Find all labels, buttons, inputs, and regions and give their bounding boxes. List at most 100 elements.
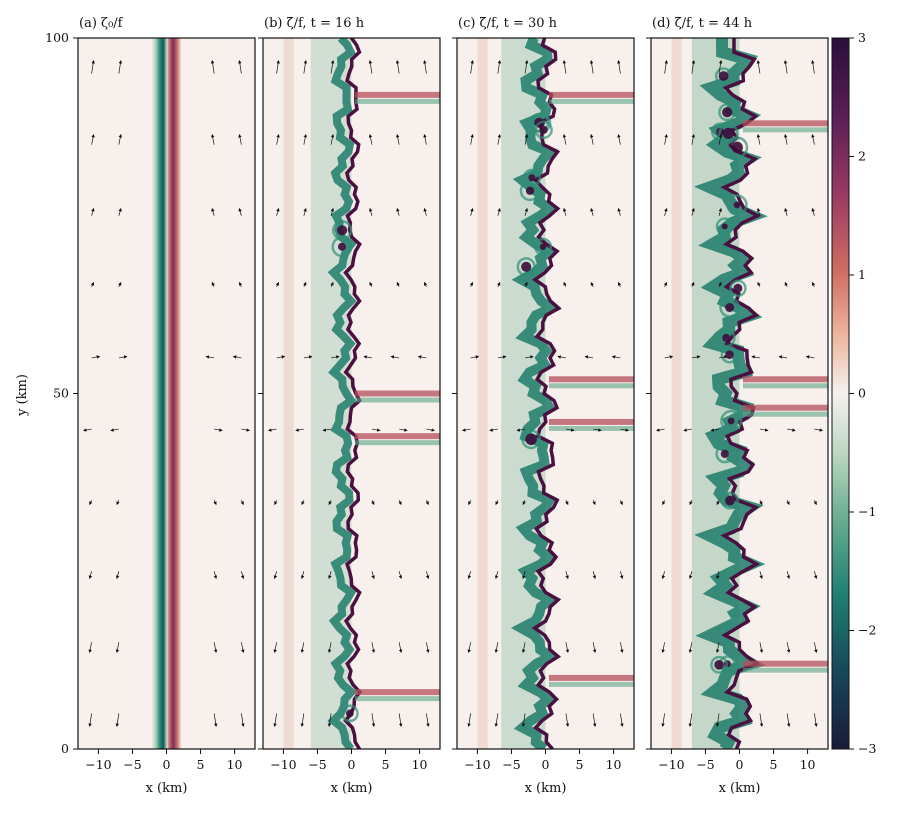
velocity-arrow [363, 355, 372, 359]
eddy-ring [534, 120, 553, 140]
velocity-arrow [423, 59, 427, 74]
velocity-arrow [786, 713, 791, 728]
velocity-arrow [620, 713, 624, 728]
velocity-arrow [683, 428, 692, 432]
velocity-arrow [688, 642, 693, 654]
velocity-arrow [300, 642, 305, 654]
velocity-arrow [563, 281, 567, 287]
eddy-ring [729, 279, 747, 298]
velocity-arrow [521, 713, 526, 728]
velocity-arrow [213, 500, 217, 506]
velocity-arrow [617, 207, 621, 216]
velocity-arrow [565, 571, 569, 580]
velocity-arrow [368, 59, 373, 74]
colorbar-tick-label: 0 [858, 386, 866, 401]
velocity-arrow [303, 207, 307, 216]
front-band [151, 38, 182, 749]
eddy-ring [521, 429, 542, 450]
velocity-arrow [617, 133, 621, 145]
velocity-arrow [469, 281, 474, 287]
vorticity-field [462, 38, 634, 749]
filament-negative [354, 397, 440, 403]
velocity-arrow [417, 355, 427, 359]
velocity-arrow [759, 713, 764, 728]
velocity-arrow [719, 355, 728, 359]
eddy [733, 283, 743, 293]
velocity-arrow [467, 642, 471, 654]
velocity-arrow [328, 571, 332, 580]
velocity-arrow [811, 207, 815, 216]
velocity-arrow [238, 207, 242, 216]
velocity-arrow [462, 428, 471, 432]
velocity-arrow [718, 59, 723, 74]
velocity-arrow [300, 713, 305, 728]
filament-positive [354, 433, 440, 440]
x-tick-label: −5 [502, 757, 520, 772]
x-tick-label: 5 [382, 757, 390, 772]
positive-vorticity-band [720, 38, 762, 749]
velocity-arrow [565, 428, 575, 432]
velocity-arrow [759, 428, 769, 432]
velocity-arrow [467, 571, 472, 580]
x-tick-label: 0 [348, 757, 356, 772]
velocity-arrow [467, 713, 471, 728]
eddy-ring [726, 194, 748, 216]
velocity-arrow [786, 500, 790, 506]
eddy-ring [522, 168, 542, 187]
velocity-arrow [331, 355, 340, 359]
negative-vorticity-band [327, 38, 358, 749]
x-tick-label: −5 [308, 757, 326, 772]
x-tick-label: 5 [770, 757, 778, 772]
filament-positive [548, 674, 634, 681]
filament-negative [548, 681, 634, 687]
velocity-arrow [691, 207, 695, 216]
velocity-arrow [620, 642, 624, 654]
panel-4: (d) ζ̄/f, t = 44 h −10 −5 0 5 10 x (km) [646, 16, 829, 796]
velocity-arrow [787, 428, 796, 432]
velocity-arrow [617, 59, 621, 74]
filament-negative [548, 425, 634, 431]
eddy [727, 417, 735, 425]
velocity-arrow [619, 571, 624, 580]
panel-2: (b) ζ̄/f, t = 16 h −10 −5 0 5 10 x (km) [258, 16, 441, 796]
velocity-arrow [691, 59, 696, 74]
filament-positive [742, 404, 828, 411]
velocity-arrow [423, 207, 427, 216]
velocity-arrow [786, 642, 791, 654]
velocity-arrow [369, 207, 373, 216]
eddy-ring [720, 491, 739, 510]
colorbar-tick-label: 1 [858, 267, 866, 282]
velocity-arrow [522, 571, 526, 580]
eddy-ring [710, 655, 729, 674]
velocity-arrow [617, 281, 622, 287]
filament-positive [354, 390, 440, 397]
velocity-arrow [524, 207, 528, 216]
velocity-arrow [664, 133, 668, 145]
velocity-arrow [83, 428, 92, 432]
faint-filament [477, 38, 488, 749]
eddy [725, 350, 734, 359]
velocity-arrow [276, 133, 280, 145]
colorbar: 3 2 1 0 −1 −2 −3 [831, 30, 876, 756]
velocity-arrow [811, 281, 816, 287]
velocity-arrow [563, 207, 567, 216]
velocity-arrow [497, 281, 501, 287]
velocity-arrow [423, 133, 427, 145]
velocity-arrow [656, 428, 665, 432]
velocity-arrow [778, 355, 788, 359]
eddy [722, 107, 733, 118]
x-tick-label: 5 [197, 757, 205, 772]
velocity-arrow [328, 500, 332, 506]
eddy [528, 174, 536, 182]
velocity-arrow [497, 133, 501, 145]
velocity-arrow [524, 59, 529, 74]
velocity-arrow [399, 428, 408, 432]
velocity-arrow [371, 713, 376, 728]
velocity-arrow [240, 500, 244, 506]
colorbar-tick-label: 3 [858, 30, 866, 45]
velocity-arrow [371, 571, 375, 580]
velocity-arrow [783, 59, 788, 74]
velocity-arrow [664, 207, 668, 216]
velocity-arrow [811, 59, 815, 74]
velocity-arrow [118, 355, 128, 359]
